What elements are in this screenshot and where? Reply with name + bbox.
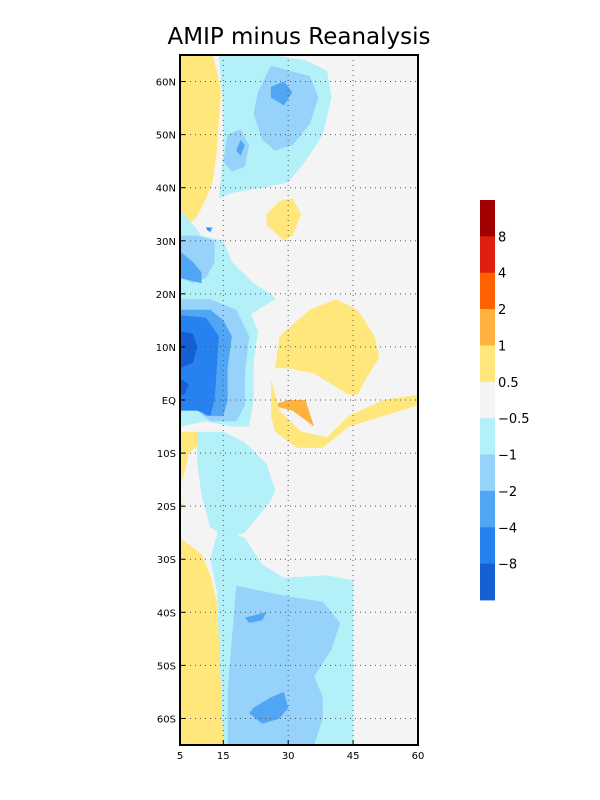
colorbar-label: −2	[498, 485, 517, 500]
y-tick-label: 40N	[156, 184, 176, 195]
contour-regions	[180, 55, 418, 745]
colorbar-swatch	[480, 381, 495, 419]
y-axis: 60N 50N 40N 30N 20N 10N EQ 10S 20S 30S 40S 50S 60S	[156, 78, 185, 725]
x-tick-label: 45	[347, 751, 360, 762]
contour-0.5to1-0	[180, 55, 222, 225]
x-tick-label: 5	[177, 751, 183, 762]
colorbar	[480, 200, 495, 601]
y-tick-label: 10S	[157, 449, 176, 460]
colorbar-swatch	[480, 309, 495, 346]
x-tick-label: 60	[412, 751, 425, 762]
y-tick-label: 30N	[156, 237, 176, 248]
y-tick-label: EQ	[162, 396, 176, 407]
y-tick-label: 60N	[156, 78, 176, 89]
contour-1to2-3	[270, 400, 315, 427]
contour-0.5to1-1	[180, 538, 224, 745]
colorbar-label: −4	[498, 521, 517, 536]
colorbar-swatch	[480, 454, 495, 492]
y-tick-label: 50N	[156, 131, 176, 142]
chart-title: AMIP minus Reanalysis	[167, 24, 430, 50]
contour-m4tom2-6	[249, 691, 289, 724]
colorbar-label: 8	[498, 230, 506, 245]
x-tick-label: 15	[217, 751, 230, 762]
contour-0.5to1-2	[180, 431, 215, 485]
contour-m4tom2-0	[270, 81, 293, 106]
colorbar-label: −1	[498, 449, 517, 464]
contour-ltm8-1	[180, 378, 189, 395]
contour-m4tom2-5	[244, 612, 267, 623]
y-tick-label: 20N	[156, 290, 176, 301]
y-tick-label: 20S	[157, 502, 176, 513]
y-tick-label: 60S	[157, 714, 176, 725]
contour-m2tom1-4	[227, 585, 341, 745]
contour-m4tom2-2	[180, 251, 202, 284]
contour-0.5to1-4	[266, 198, 302, 241]
contour-m8tom4-1	[206, 227, 211, 232]
colorbar-label: 1	[498, 340, 506, 355]
y-tick-label: 50S	[157, 661, 176, 672]
colorbar-label: 0.5	[498, 376, 519, 391]
contour-m4tom2-1	[236, 139, 245, 156]
colorbar-labels: 8 4 2 1 0.5 −0.5 −1 −2 −4 −8	[498, 230, 530, 572]
colorbar-label: 4	[498, 267, 506, 282]
colorbar-swatch	[480, 272, 495, 310]
colorbar-swatch	[480, 527, 495, 565]
colorbar-swatch	[480, 563, 495, 601]
colorbar-swatch	[480, 236, 495, 274]
contour-m1tom0.5-1	[180, 208, 276, 321]
y-tick-label: 40S	[157, 608, 176, 619]
colorbar-swatch	[480, 490, 495, 528]
contour-m1tom0.5-3	[197, 431, 276, 538]
x-tick-label: 30	[282, 751, 295, 762]
colorbar-swatch	[480, 345, 495, 383]
colorbar-label: −8	[498, 558, 517, 573]
colorbar-swatch	[480, 200, 495, 237]
y-tick-label: 10N	[156, 343, 176, 354]
contour-0.5to1-5	[270, 378, 418, 448]
x-axis: 5 15 30 45 60	[177, 740, 425, 762]
contour-m2tom1-1	[223, 129, 250, 172]
colorbar-label: −0.5	[498, 412, 530, 427]
y-tick-label: 30S	[157, 555, 176, 566]
contour-m2tom1-0	[253, 65, 319, 151]
colorbar-label: 2	[498, 303, 506, 318]
contour-ltm8-0	[180, 331, 198, 369]
colorbar-swatch	[480, 418, 495, 455]
grid-lines	[180, 55, 418, 745]
